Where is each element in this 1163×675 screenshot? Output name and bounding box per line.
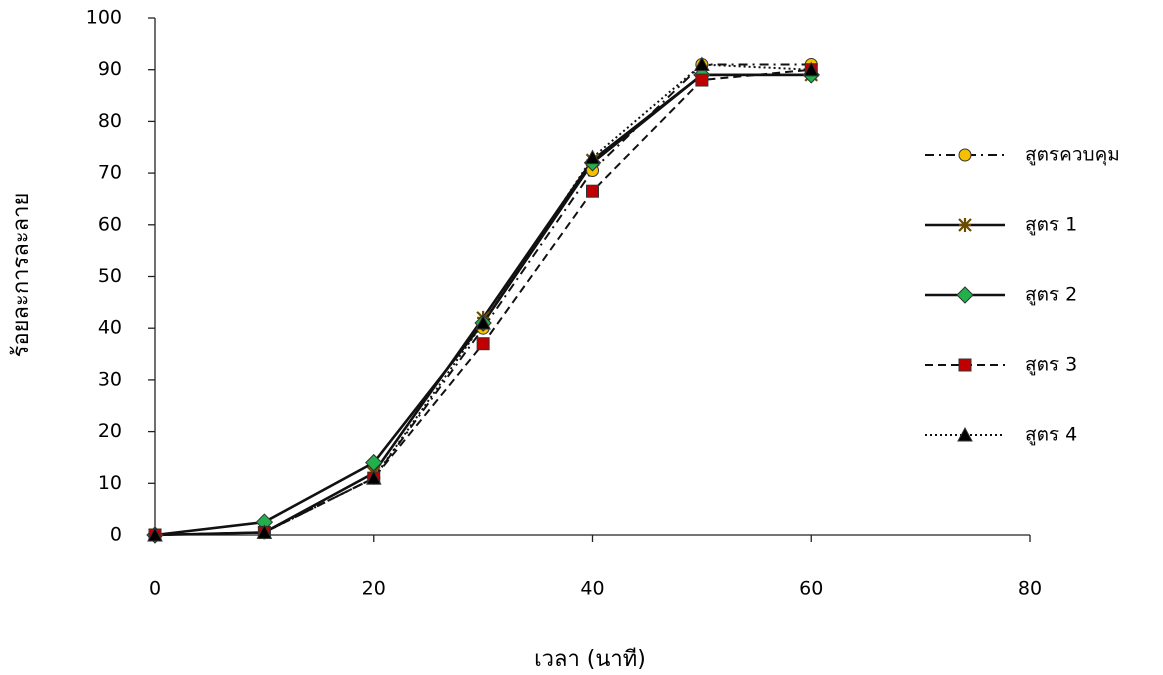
series-line [155,65,811,535]
legend-label: สูตรควบคุม [1025,144,1120,167]
marker [587,185,599,197]
y-tick-label: 60 [98,213,122,235]
marker [696,74,708,86]
y-tick-label: 100 [86,7,122,29]
x-tick-label: 40 [580,578,604,600]
y-tick-label: 80 [98,110,122,132]
marker [477,338,489,350]
series-line [155,70,811,535]
y-tick-label: 20 [98,420,122,442]
legend-marker [959,149,971,161]
y-axis-title: ร้อยละการละลาย [9,193,34,358]
series-line [155,65,811,535]
x-tick-label: 20 [362,578,386,600]
y-tick-label: 90 [98,58,122,80]
y-tick-label: 50 [98,265,122,287]
x-tick-label: 60 [799,578,823,600]
legend-marker [959,359,971,371]
y-tick-label: 70 [98,162,122,184]
x-axis-title: เวลา (นาที) [534,647,646,672]
legend-label: สูตร 3 [1025,354,1077,376]
y-tick-label: 10 [98,472,122,494]
series-line [155,75,811,535]
legend-label: สูตร 1 [1025,214,1077,236]
y-tick-label: 40 [98,317,122,339]
x-tick-label: 0 [149,578,161,600]
y-tick-label: 30 [98,368,122,390]
chart: เวลา (นาที) ร้อยละการละลาย 0 10 20 30 40 50 60… [0,0,1163,675]
x-tick-label: 80 [1018,578,1042,600]
series-line [155,75,811,535]
legend-label: สูตร 4 [1025,424,1077,446]
y-tick-label: 0 [110,524,122,546]
legend-marker [959,218,971,232]
legend-label: สูตร 2 [1025,284,1077,306]
legend-marker [957,287,973,303]
